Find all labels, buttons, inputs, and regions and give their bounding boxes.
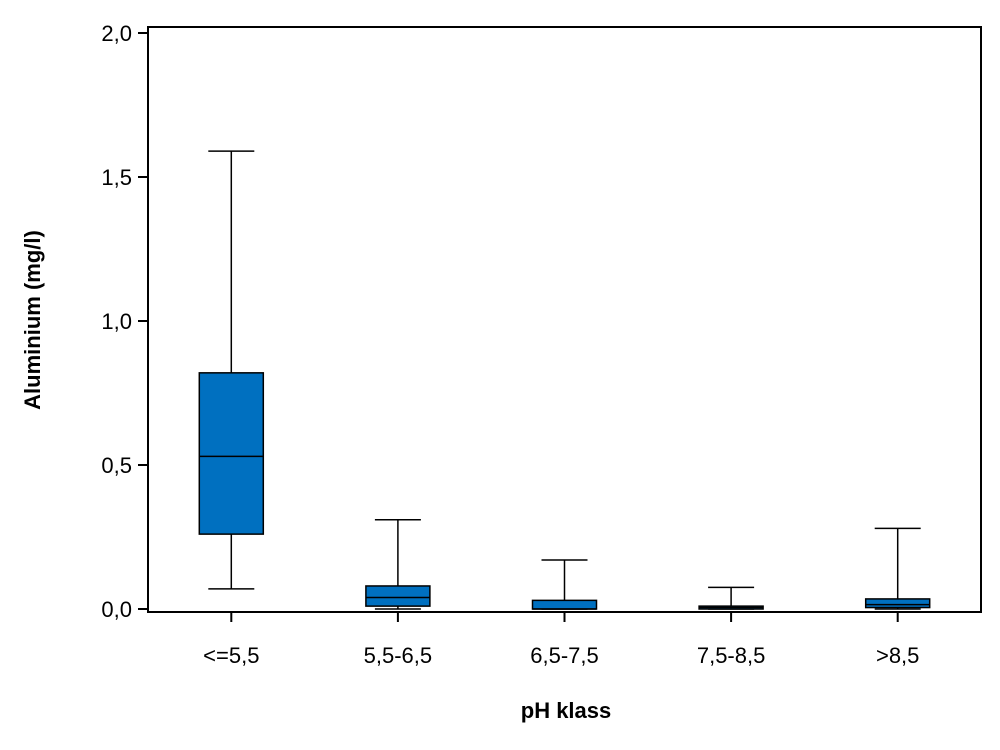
y-tick-label: 0,0: [101, 597, 132, 622]
box-2: [531, 559, 598, 610]
y-tick-label: 0,5: [101, 453, 132, 478]
box-4: [864, 527, 931, 610]
plot-frame: [147, 26, 982, 613]
x-tick-label: 6,5-7,5: [530, 643, 599, 668]
y-axis-title: Aluminium (mg/l): [20, 230, 45, 410]
boxes: [198, 150, 931, 610]
x-axis: <=5,5 5,5-6,5 6,5-7,5 7,5-8,5 >8,5: [203, 612, 919, 668]
y-tick-label: 1,5: [101, 165, 132, 190]
y-tick-label: 1,0: [101, 309, 132, 334]
iqr-box: [864, 598, 931, 609]
x-tick-label: 7,5-8,5: [697, 643, 766, 668]
iqr-box: [365, 585, 431, 607]
box-3: [698, 586, 764, 610]
box-0: [198, 150, 265, 590]
x-tick-label: 5,5-6,5: [364, 643, 433, 668]
box-1: [365, 518, 431, 610]
iqr-box: [198, 372, 265, 535]
y-axis: 0,0 0,5 1,0 1,5 2,0: [101, 21, 148, 622]
y-tick-label: 2,0: [101, 21, 132, 46]
x-tick-label: <=5,5: [203, 643, 259, 668]
x-axis-title: pH klass: [521, 698, 612, 723]
iqr-box: [531, 599, 598, 610]
x-tick-label: >8,5: [876, 643, 919, 668]
